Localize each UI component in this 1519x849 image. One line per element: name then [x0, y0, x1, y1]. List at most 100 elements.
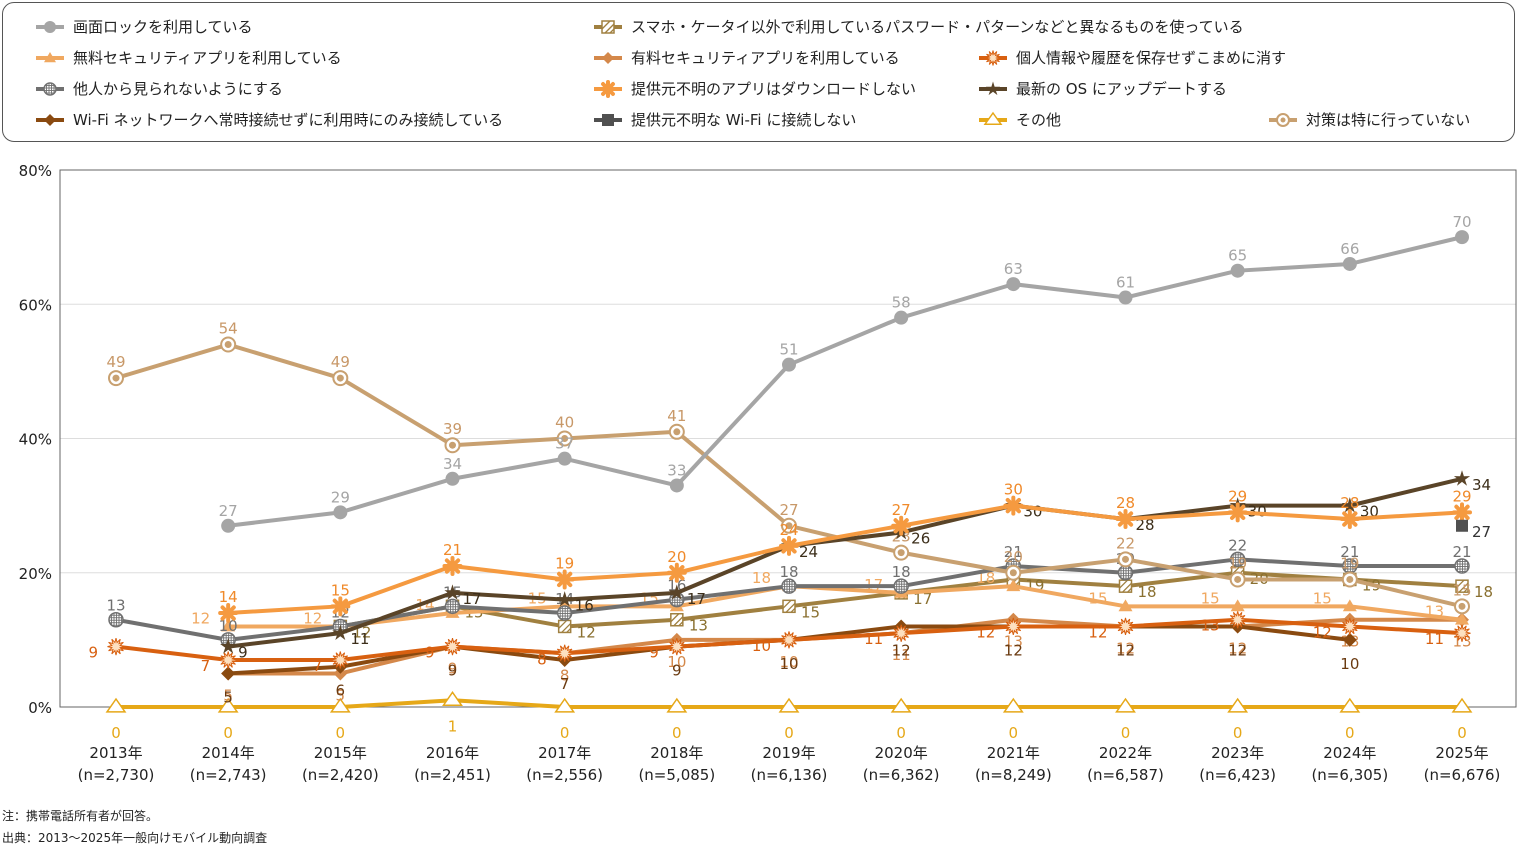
series-8-data-label: 12	[1228, 641, 1247, 659]
series-5-data-label: 21	[1004, 543, 1023, 561]
series-4-point	[1004, 617, 1022, 636]
series-8-data-label: 6	[336, 682, 346, 700]
series-11-point	[893, 544, 910, 561]
series-8-data-label: 9	[672, 662, 682, 680]
legend-label: 無料セキュリティアプリを利用している	[73, 49, 342, 67]
series-7-data-label: 11	[350, 630, 369, 648]
legend-label: スマホ・ケータイ以外で利用しているパスワード・パターンなどと異なるものを使ってい…	[631, 18, 1244, 36]
series-8-data-label: 10	[779, 655, 798, 673]
series-6-data-label: 30	[1004, 481, 1023, 499]
series-2: 12 12 14 15 15 18 17 18 15 15 15 13	[191, 569, 1469, 632]
series-6-data-label: 21	[443, 541, 462, 559]
note-text: 注：携帯電話所有者が回答。	[2, 809, 159, 823]
series-3-data-label: 12	[1116, 639, 1135, 657]
series-9-data-label: 27	[1472, 523, 1491, 541]
x-tick-label: 2024年	[1323, 744, 1376, 762]
legend-item-series-10: その他	[978, 109, 1061, 130]
series-10-data-label: 0	[1345, 724, 1355, 742]
series-2-point	[1230, 599, 1245, 612]
series-10-point	[1115, 697, 1136, 713]
series-4-data-label: 7	[313, 657, 323, 675]
x-tick-label: 2015年	[314, 744, 367, 762]
series-8-data-label: 12	[1116, 641, 1135, 659]
series-4-data-label: 7	[201, 657, 211, 675]
series-4-data-label: 13	[1201, 617, 1220, 635]
series-10-data-label: 0	[1121, 724, 1131, 742]
series-11-point	[781, 517, 797, 534]
series-11-data-label: 15	[1452, 581, 1471, 599]
series-2-data-label: 12	[191, 609, 210, 627]
x-tick-n-label: (n=2,451)	[414, 766, 491, 784]
series-6-point	[1115, 509, 1136, 530]
line-chart: 0% 20% 40% 60% 80% 2013年 (n=2,730) 2014年 (n=2,74…	[19, 162, 1517, 784]
y-tick-label: 20%	[19, 565, 52, 583]
series-4-data-label: 8	[537, 650, 547, 668]
series-6-data-label: 29	[1452, 487, 1471, 505]
legend-label: 提供元不明のアプリはダウンロードしない	[631, 80, 917, 98]
series-7-point	[556, 591, 573, 607]
legend-item-series-6: 提供元不明のアプリはダウンロードしない	[593, 78, 916, 99]
series-7-data-label: 34	[1472, 476, 1491, 494]
series-3-data-label: 5	[336, 686, 346, 704]
legend-item-series-1: スマホ・ケータイ以外で利用しているパスワード・パターンなどと異なるものを使ってい…	[593, 16, 1244, 37]
series-10-point	[442, 690, 463, 706]
series-7-point	[220, 638, 237, 654]
series-8-data-label: 12	[892, 641, 911, 659]
series-8-data-label: 7	[560, 675, 570, 693]
legend-label: 個人情報や履歴を保存せずこまめに消す	[1016, 49, 1287, 67]
legend-label: 対策は特に行っていない	[1306, 111, 1471, 129]
series-10-point	[1002, 697, 1024, 713]
series-4-point	[1116, 617, 1135, 636]
legend-item-series-3: 有料セキュリティアプリを利用している	[593, 47, 900, 68]
series-4-point	[107, 637, 125, 656]
legend-marker-icon	[36, 113, 64, 126]
x-tick-n-label: (n=5,085)	[638, 766, 715, 784]
legend-marker-icon	[979, 111, 1007, 125]
series-1-data-label: 12	[577, 623, 596, 641]
series-1-data-label: 15	[801, 603, 820, 621]
series-6-data-label: 19	[555, 554, 574, 572]
series-5-data-label: 22	[1228, 536, 1247, 554]
series-11-point	[332, 370, 349, 387]
legend-label: 提供元不明な Wi-Fi に接続しない	[631, 111, 857, 129]
series-8-point	[1342, 632, 1357, 647]
series-1-data-label: 18	[1474, 583, 1493, 601]
series-5-point	[444, 598, 461, 615]
legend: 画面ロックを利用している スマホ・ケータイ以外で利用しているパスワード・パターンな…	[2, 2, 1515, 142]
series-1-data-label: 18	[1138, 583, 1157, 601]
series-8-point	[221, 666, 236, 681]
series-3-data-label: 10	[779, 653, 798, 671]
x-tick-label: 2025年	[1435, 744, 1488, 762]
series-4-point	[556, 644, 574, 662]
x-tick-label: 2020年	[875, 744, 928, 762]
series-4-point	[668, 637, 686, 656]
x-tick-label: 2018年	[650, 744, 703, 762]
legend-item-series-0: 画面ロックを利用している	[35, 16, 253, 37]
series-11-data-label: 27	[779, 501, 798, 519]
series-11-point	[108, 370, 124, 387]
series-10-data-label: 0	[672, 724, 682, 742]
series-0-data-label: 33	[667, 461, 686, 479]
series-0-point	[1342, 256, 1357, 271]
series-11-point	[1341, 571, 1358, 588]
series-11-data-label: 41	[667, 407, 686, 425]
series-2-point	[1455, 612, 1469, 625]
series-1-point	[782, 599, 796, 614]
series-11-data-label: 49	[331, 353, 350, 371]
legend-marker-icon	[36, 20, 64, 33]
series-11-data-label: 49	[106, 353, 125, 371]
series-11-data-label: 19	[1340, 554, 1359, 572]
series-6-point	[1003, 495, 1024, 516]
legend-label: 他人から見られないようにする	[73, 80, 283, 98]
series-10-point	[1451, 697, 1473, 713]
series-4-data-label: 9	[88, 644, 98, 662]
series-6-point	[891, 515, 912, 536]
series-4-data-label: 11	[864, 630, 883, 648]
series-6-data-label: 27	[892, 501, 911, 519]
legend-item-series-8: Wi-Fi ネットワークへ常時接続せずに利用時にのみ接続している	[35, 109, 503, 130]
series-11-point	[1005, 564, 1022, 581]
series-6-point	[666, 562, 687, 583]
series-0-point	[1118, 290, 1133, 305]
series-10-data-label: 0	[111, 724, 121, 742]
series-11-data-label: 19	[1228, 554, 1247, 572]
